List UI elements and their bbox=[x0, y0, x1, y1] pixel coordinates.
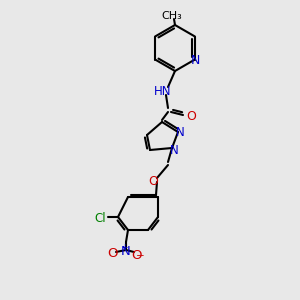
Text: Cl: Cl bbox=[94, 212, 106, 225]
Text: +: + bbox=[121, 242, 127, 251]
Text: N: N bbox=[191, 55, 201, 68]
Text: CH₃: CH₃ bbox=[162, 11, 182, 21]
Text: N: N bbox=[176, 126, 184, 139]
Text: N: N bbox=[169, 144, 178, 157]
Text: −: − bbox=[136, 251, 144, 261]
Text: HN: HN bbox=[154, 85, 172, 98]
Text: O: O bbox=[108, 247, 118, 260]
Text: O: O bbox=[186, 110, 196, 123]
Text: N: N bbox=[121, 245, 131, 258]
Text: O: O bbox=[131, 249, 141, 262]
Text: O: O bbox=[148, 175, 158, 188]
